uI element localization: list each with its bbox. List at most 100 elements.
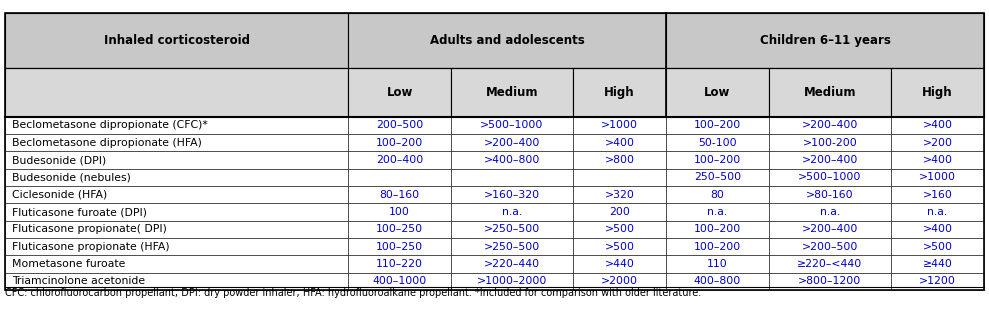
Bar: [451, 238, 573, 256]
Text: >2000: >2000: [601, 276, 638, 286]
Bar: [667, 204, 768, 221]
Bar: [768, 117, 891, 134]
Text: Medium: Medium: [486, 86, 538, 99]
Bar: [348, 221, 451, 238]
Text: 250–500: 250–500: [694, 172, 741, 182]
Text: >160–320: >160–320: [484, 190, 540, 200]
Text: Ciclesonide (HFA): Ciclesonide (HFA): [12, 190, 107, 200]
Bar: [5, 256, 348, 273]
Text: 50-100: 50-100: [698, 138, 737, 148]
Text: >100-200: >100-200: [802, 138, 857, 148]
Bar: [573, 152, 667, 169]
Text: 100–250: 100–250: [376, 224, 423, 234]
Text: Triamcinolone acetonide: Triamcinolone acetonide: [12, 276, 145, 286]
Bar: [5, 204, 348, 221]
Text: >500: >500: [923, 242, 952, 252]
Text: 100–200: 100–200: [694, 120, 741, 130]
Text: >320: >320: [604, 190, 635, 200]
Text: >400: >400: [604, 138, 635, 148]
Text: Low: Low: [387, 86, 412, 99]
Bar: [5, 68, 348, 117]
Bar: [667, 221, 768, 238]
Bar: [667, 68, 768, 117]
Text: n.a.: n.a.: [928, 207, 947, 217]
Bar: [573, 256, 667, 273]
Bar: [891, 117, 984, 134]
Bar: [667, 134, 768, 152]
Bar: [768, 273, 891, 290]
Bar: [891, 238, 984, 256]
Text: 100–200: 100–200: [694, 224, 741, 234]
Bar: [573, 134, 667, 152]
Bar: [348, 273, 451, 290]
Bar: [5, 238, 348, 256]
Bar: [891, 204, 984, 221]
Bar: [573, 221, 667, 238]
Bar: [891, 256, 984, 273]
Bar: [348, 256, 451, 273]
Text: 100: 100: [390, 207, 410, 217]
Bar: [667, 13, 984, 68]
Text: Beclometasone dipropionate (CFC)*: Beclometasone dipropionate (CFC)*: [12, 120, 208, 130]
Text: High: High: [604, 86, 635, 99]
Text: >1000: >1000: [601, 120, 638, 130]
Text: >400: >400: [923, 120, 952, 130]
Text: Fluticasone propionate( DPI): Fluticasone propionate( DPI): [12, 224, 167, 234]
Bar: [768, 204, 891, 221]
Bar: [768, 169, 891, 186]
Text: >200–400: >200–400: [802, 155, 858, 165]
Text: Children 6–11 years: Children 6–11 years: [760, 34, 890, 47]
Text: 200–500: 200–500: [376, 120, 423, 130]
Text: >500: >500: [604, 242, 635, 252]
Text: >250–500: >250–500: [484, 242, 540, 252]
Text: ≥220–<440: ≥220–<440: [797, 259, 862, 269]
Bar: [348, 169, 451, 186]
Bar: [348, 117, 451, 134]
Bar: [451, 186, 573, 204]
Bar: [667, 256, 768, 273]
Text: 80–160: 80–160: [380, 190, 419, 200]
Bar: [348, 204, 451, 221]
Text: 400–800: 400–800: [694, 276, 741, 286]
Text: 100–200: 100–200: [694, 242, 741, 252]
Text: >80-160: >80-160: [806, 190, 854, 200]
Bar: [891, 273, 984, 290]
Bar: [667, 152, 768, 169]
Bar: [451, 169, 573, 186]
Text: n.a.: n.a.: [707, 207, 728, 217]
Bar: [768, 134, 891, 152]
Text: >400: >400: [923, 224, 952, 234]
Text: Low: Low: [704, 86, 731, 99]
Bar: [891, 186, 984, 204]
Text: >800: >800: [604, 155, 635, 165]
Bar: [768, 186, 891, 204]
Bar: [348, 152, 451, 169]
Text: >500–1000: >500–1000: [481, 120, 544, 130]
Text: >440: >440: [604, 259, 635, 269]
Text: Inhaled corticosteroid: Inhaled corticosteroid: [104, 34, 249, 47]
Bar: [5, 169, 348, 186]
Bar: [891, 221, 984, 238]
Bar: [768, 238, 891, 256]
Text: 100–200: 100–200: [376, 138, 423, 148]
Text: >200–400: >200–400: [484, 138, 540, 148]
Bar: [451, 221, 573, 238]
Bar: [768, 256, 891, 273]
Bar: [348, 13, 667, 68]
Bar: [573, 169, 667, 186]
Bar: [667, 117, 768, 134]
Text: >1000: >1000: [919, 172, 956, 182]
Bar: [667, 169, 768, 186]
Bar: [573, 238, 667, 256]
Text: 100–200: 100–200: [694, 155, 741, 165]
Bar: [891, 169, 984, 186]
Text: >1000–2000: >1000–2000: [477, 276, 547, 286]
Bar: [768, 152, 891, 169]
Text: >220–440: >220–440: [484, 259, 540, 269]
Bar: [891, 152, 984, 169]
Text: Budesonide (nebules): Budesonide (nebules): [12, 172, 131, 182]
Text: 100–250: 100–250: [376, 242, 423, 252]
Bar: [573, 117, 667, 134]
Text: ≥440: ≥440: [923, 259, 952, 269]
Bar: [348, 238, 451, 256]
